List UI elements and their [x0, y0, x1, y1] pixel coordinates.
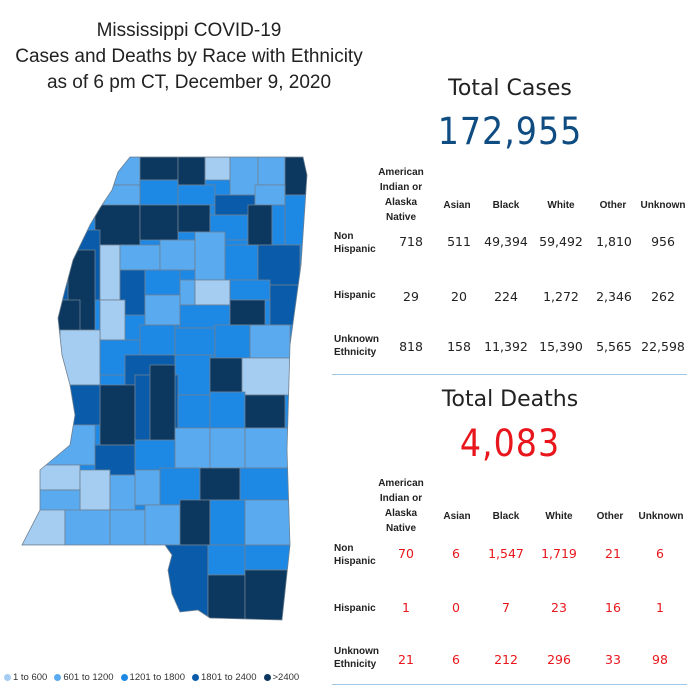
cell: 1,810 — [596, 234, 632, 249]
cell: 296 — [547, 652, 571, 667]
cell: 11,392 — [484, 339, 528, 354]
cell: 6 — [452, 546, 460, 561]
cell: 818 — [399, 339, 423, 354]
cell: 15,390 — [539, 339, 583, 354]
total-cases-heading: Total Cases — [448, 76, 572, 101]
legend-dot — [54, 674, 62, 681]
col-header-asian: Asian — [443, 200, 471, 211]
cell: 23 — [551, 600, 567, 615]
total-deaths-number: 4,083 — [459, 422, 561, 465]
cell: 21 — [605, 546, 621, 561]
cell: 5,565 — [596, 339, 632, 354]
title-line-3: as of 6 pm CT, December 9, 2020 — [46, 72, 332, 93]
cell: 1 — [402, 600, 410, 615]
row-label-hispanic: Hispanic — [334, 603, 376, 614]
col-header-black: Black — [492, 200, 520, 211]
total-cases-number: 172,955 — [437, 110, 583, 153]
cell: 224 — [494, 289, 518, 304]
cell: 20 — [451, 289, 467, 304]
cell: 158 — [447, 339, 471, 354]
col-header-asian: Asian — [443, 511, 471, 522]
cell: 511 — [447, 234, 471, 249]
legend-item-3: 1201 to 1800 — [120, 672, 186, 683]
legend-label: 1201 to 1800 — [129, 672, 186, 683]
legend-dot — [263, 674, 271, 681]
cell: 33 — [605, 652, 621, 667]
cell: 718 — [399, 234, 423, 249]
cell: 29 — [403, 289, 419, 304]
col-header-unknown: Unknown — [640, 200, 686, 211]
cell: 98 — [652, 652, 668, 667]
section-divider — [332, 374, 687, 375]
cell: 2,346 — [596, 289, 632, 304]
row-label-unknown-ethnicity: Unknown Ethnicity — [334, 646, 379, 670]
cell: 21 — [398, 652, 414, 667]
cell: 1,547 — [488, 546, 524, 561]
mississippi-county-map — [21, 156, 308, 621]
row-label-unknown-ethnicity: Unknown Ethnicity — [334, 334, 379, 358]
cell: 70 — [398, 546, 414, 561]
col-header-american-indian: American Indian or Alaska Native — [378, 167, 424, 223]
cell: 16 — [605, 600, 621, 615]
cell: 7 — [502, 600, 510, 615]
col-header-other: Other — [599, 200, 627, 211]
col-header-american-indian: American Indian or Alaska Native — [378, 478, 424, 534]
col-header-black: Black — [492, 511, 520, 522]
title-line-2: Cases and Deaths by Race with Ethnicity — [15, 46, 363, 67]
cell: 6 — [452, 652, 460, 667]
legend-label: 1 to 600 — [13, 672, 48, 683]
cell: 59,492 — [539, 234, 583, 249]
legend-item-5: >2400 — [263, 672, 300, 683]
cell: 1 — [656, 600, 664, 615]
cell: 49,394 — [484, 234, 528, 249]
legend-label: 601 to 1200 — [63, 672, 114, 683]
col-header-other: Other — [596, 511, 624, 522]
legend-item-1: 1 to 600 — [4, 672, 47, 683]
chart-title: Mississippi COVID-19 Cases and Deaths by… — [0, 18, 378, 96]
row-label-hispanic: Hispanic — [334, 290, 376, 301]
cell: 262 — [651, 289, 675, 304]
cell: 1,272 — [543, 289, 579, 304]
section-divider-bottom — [332, 684, 687, 685]
legend-item-2: 601 to 1200 — [54, 672, 114, 683]
legend-item-4: 1801 to 2400 — [192, 672, 257, 683]
cell: 22,598 — [641, 339, 685, 354]
col-header-unknown: Unknown — [638, 511, 684, 522]
map-legend: 1 to 600 601 to 1200 1201 to 1800 1801 t… — [4, 672, 306, 683]
row-label-non-hispanic: Non Hispanic — [334, 231, 376, 255]
cell: 6 — [656, 546, 664, 561]
legend-label: >2400 — [272, 672, 300, 683]
legend-dot — [120, 674, 128, 681]
col-header-white: White — [545, 511, 573, 522]
title-line-1: Mississippi COVID-19 — [96, 20, 282, 41]
cell: 1,719 — [541, 546, 577, 561]
legend-dot — [192, 674, 200, 681]
row-label-non-hispanic: Non Hispanic — [334, 543, 376, 567]
total-deaths-heading: Total Deaths — [441, 387, 579, 412]
cell: 956 — [651, 234, 675, 249]
legend-label: 1801 to 2400 — [201, 672, 257, 683]
legend-dot — [4, 674, 11, 681]
cell: 0 — [452, 600, 460, 615]
col-header-white: White — [547, 200, 575, 211]
cell: 212 — [494, 652, 518, 667]
